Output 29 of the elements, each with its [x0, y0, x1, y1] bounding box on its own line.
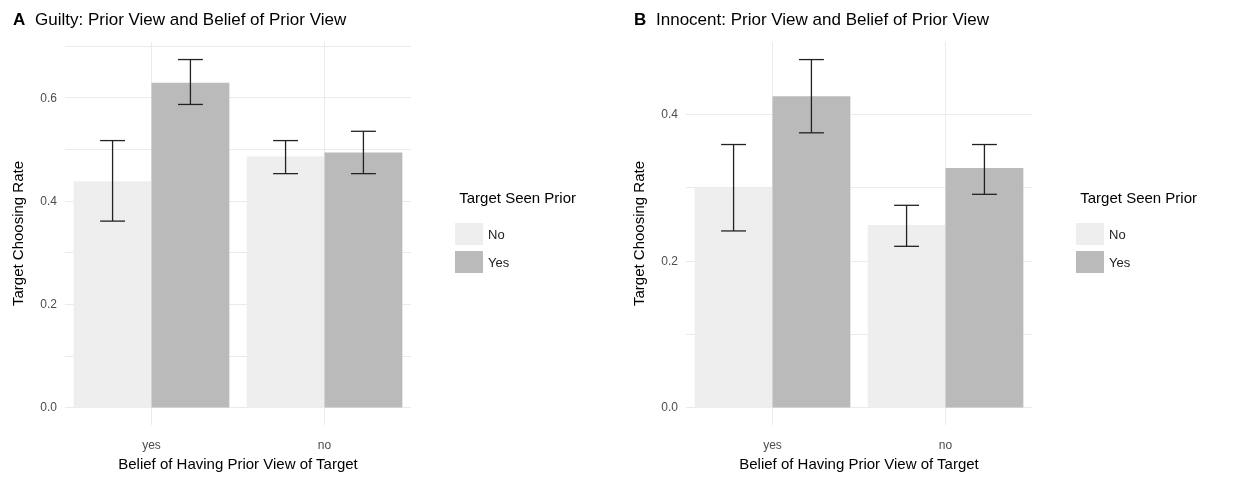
- chart-title: Guilty: Prior View and Belief of Prior View: [35, 10, 347, 29]
- x-tick-label: yes: [763, 438, 782, 452]
- bar: [772, 96, 851, 408]
- bar: [945, 167, 1024, 408]
- legend-label: Yes: [1109, 254, 1131, 270]
- x-tick-label: no: [317, 438, 332, 452]
- y-tick-label: 0.4: [661, 107, 679, 122]
- x-tick-label: yes: [142, 438, 161, 452]
- legend-label: No: [1109, 226, 1126, 242]
- y-tick-label: 0.2: [40, 297, 58, 312]
- legend-label: Yes: [488, 254, 510, 270]
- y-tick-label: 0.6: [40, 90, 58, 105]
- legend-title: Target Seen Prior: [459, 189, 577, 206]
- y-tick-label: 0.2: [661, 253, 679, 268]
- bar: [151, 82, 230, 408]
- x-axis-title: Belief of Having Prior View of Target: [739, 454, 980, 472]
- x-tick-label: no: [938, 438, 953, 452]
- legend-label: No: [488, 226, 505, 242]
- y-tick-label: 0.0: [40, 400, 58, 415]
- y-axis-title: Target Choosing Rate: [630, 160, 647, 307]
- y-tick-label: 0.4: [40, 193, 58, 208]
- bar: [324, 152, 403, 408]
- y-tick-label: 0.0: [661, 400, 679, 415]
- chart-title: Innocent: Prior View and Belief of Prior View: [656, 10, 990, 29]
- y-axis-title: Target Choosing Rate: [9, 160, 26, 307]
- legend-title: Target Seen Prior: [1080, 189, 1198, 206]
- text: B: [634, 10, 647, 29]
- text: A: [13, 10, 26, 29]
- x-axis-title: Belief of Having Prior View of Target: [118, 454, 359, 472]
